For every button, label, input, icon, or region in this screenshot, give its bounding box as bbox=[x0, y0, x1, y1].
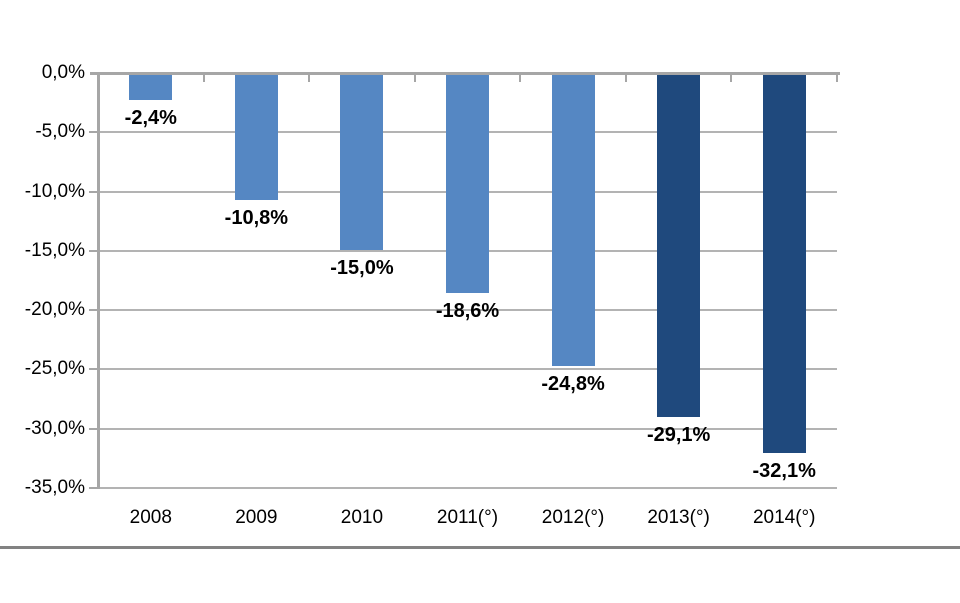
category-tick bbox=[730, 75, 733, 82]
x-axis-label: 2013(°) bbox=[647, 507, 710, 528]
y-axis-tick bbox=[89, 309, 98, 312]
x-axis-label: 2010 bbox=[340, 507, 384, 528]
y-axis-line bbox=[97, 72, 100, 489]
x-axis-label: 2014(°) bbox=[752, 507, 816, 528]
footer-separator-line bbox=[0, 546, 960, 549]
x-axis-line bbox=[90, 72, 840, 75]
data-label: -24,8% bbox=[541, 373, 605, 396]
y-axis-tick bbox=[89, 190, 98, 193]
plot-area: 0,0% -5,0% -10,0% -15,0% -20,0% -25,0% -30,0% -… bbox=[24, 62, 840, 528]
x-axis-label: 2012(°) bbox=[541, 507, 605, 528]
data-label: -18,6% bbox=[435, 299, 500, 322]
category-tick bbox=[308, 75, 311, 82]
data-label: -15,0% bbox=[330, 256, 394, 279]
data-label: -29,1% bbox=[646, 424, 711, 447]
data-label: -2,4% bbox=[124, 107, 177, 130]
bar-2013 bbox=[657, 75, 701, 418]
data-label: -32,1% bbox=[752, 459, 816, 482]
y-axis-tick bbox=[89, 427, 98, 430]
x-axis-label: 2011(°) bbox=[436, 507, 499, 528]
y-axis-label: -20,0% bbox=[24, 299, 85, 321]
y-axis-label: -25,0% bbox=[24, 358, 85, 380]
data-label: -10,8% bbox=[224, 207, 289, 230]
y-axis-label: -15,0% bbox=[24, 239, 85, 261]
y-axis-label: -10,0% bbox=[24, 180, 85, 202]
bar-2010 bbox=[340, 75, 384, 250]
category-tick bbox=[413, 75, 416, 82]
gridline bbox=[98, 487, 837, 489]
bar-2008 bbox=[129, 75, 173, 101]
y-axis-tick bbox=[89, 131, 98, 134]
bar-2011 bbox=[446, 75, 489, 293]
y-axis-tick bbox=[89, 368, 98, 371]
y-axis-label: 0,0% bbox=[41, 62, 85, 83]
x-axis-label: 2008 bbox=[129, 507, 172, 528]
category-tick bbox=[519, 75, 522, 82]
bar-2014 bbox=[762, 75, 806, 453]
y-axis-tick bbox=[89, 249, 98, 252]
category-tick bbox=[624, 75, 627, 82]
x-axis-label: 2009 bbox=[235, 507, 278, 528]
y-axis-tick bbox=[89, 487, 98, 489]
gridline bbox=[98, 427, 837, 430]
gridline bbox=[98, 309, 837, 312]
gridline bbox=[98, 368, 837, 371]
category-tick bbox=[202, 75, 205, 82]
y-axis-label: -30,0% bbox=[24, 417, 85, 439]
bar-2009 bbox=[234, 75, 278, 201]
y-axis-label: -5,0% bbox=[35, 121, 85, 143]
y-axis-label: -35,0% bbox=[24, 477, 85, 498]
category-tick bbox=[836, 75, 838, 82]
bar-2012 bbox=[551, 75, 595, 367]
